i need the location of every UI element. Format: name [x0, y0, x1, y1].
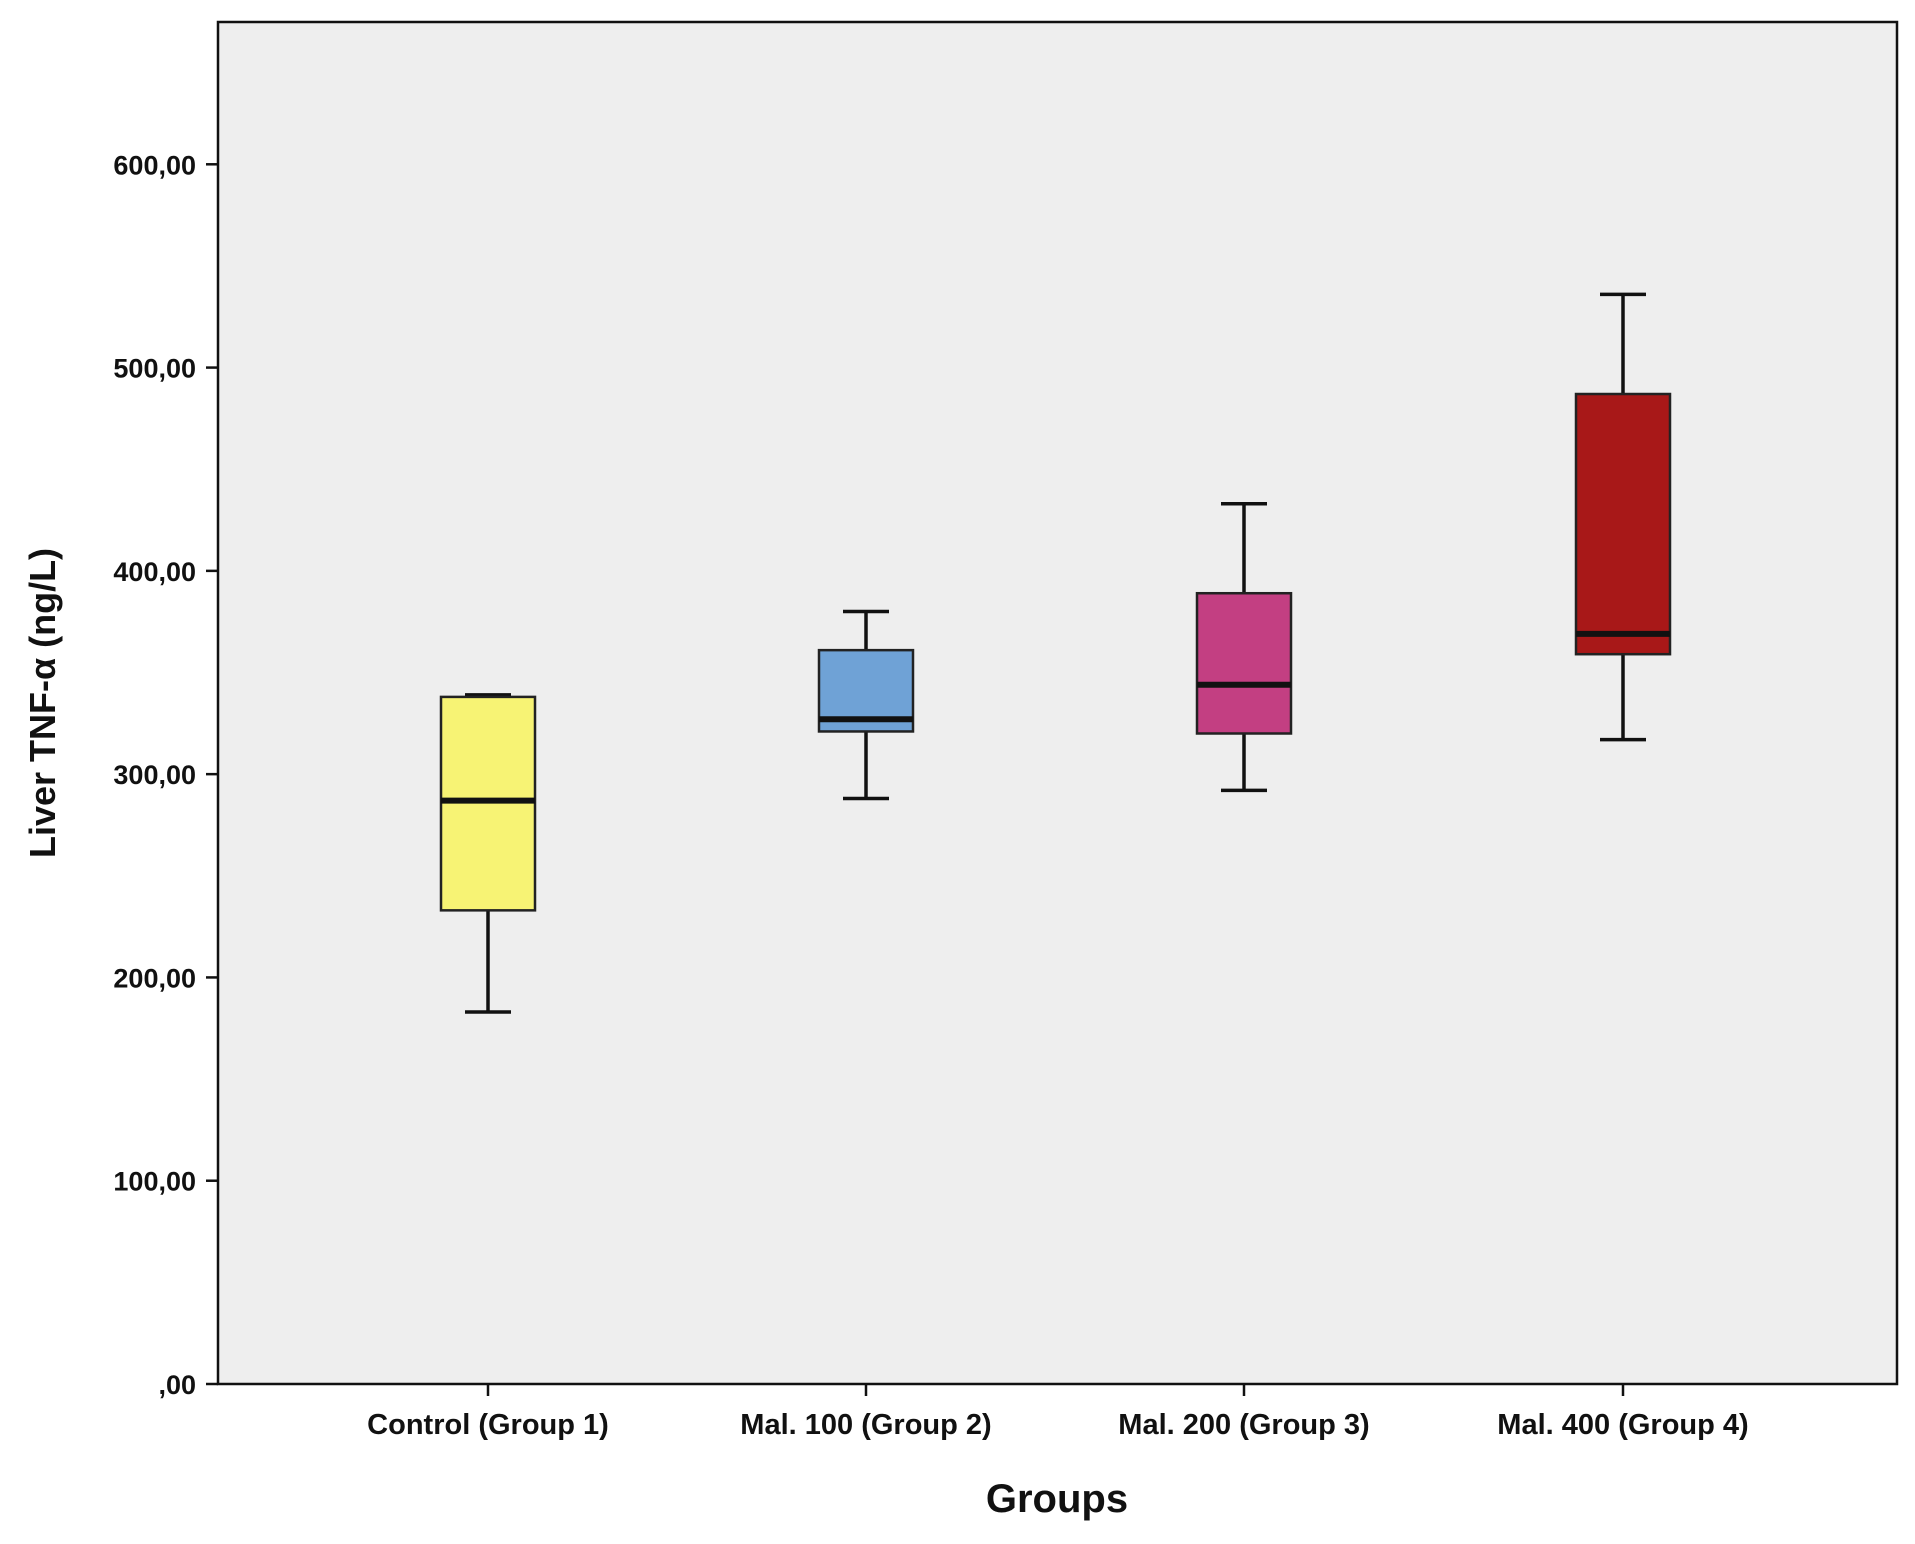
- y-tick-label: 500,00: [113, 354, 196, 384]
- x-tick-label: Mal. 400 (Group 4): [1497, 1409, 1748, 1441]
- x-tick-label: Control (Group 1): [367, 1409, 609, 1441]
- y-tick-label: ,00: [158, 1370, 196, 1400]
- y-tick-label: 300,00: [113, 760, 196, 790]
- box-group: [1195, 502, 1293, 793]
- y-axis-ticks: ,00 100,00 200,00 300,00 400,00 500,00 600,00: [113, 150, 218, 1400]
- box-series: [439, 292, 1672, 1014]
- box-group: [1574, 292, 1672, 742]
- iqr-box: [1574, 392, 1672, 656]
- box-group: [439, 693, 537, 1014]
- y-tick-label: 400,00: [113, 557, 196, 587]
- iqr-box: [1195, 591, 1293, 735]
- y-tick-label: 200,00: [113, 963, 196, 993]
- x-tick-label: Mal. 200 (Group 3): [1118, 1409, 1369, 1441]
- x-axis-ticks: Control (Group 1) Mal. 100 (Group 2) Mal. …: [367, 1384, 1749, 1441]
- x-tick-label: Mal. 100 (Group 2): [740, 1409, 991, 1441]
- y-axis-title: Liver TNF-α (ng/L): [22, 548, 63, 858]
- y-tick-label: 100,00: [113, 1167, 196, 1197]
- x-axis-title: Groups: [986, 1477, 1128, 1521]
- y-tick-label: 600,00: [113, 150, 196, 180]
- box-group: [817, 609, 915, 801]
- iqr-box: [439, 695, 537, 912]
